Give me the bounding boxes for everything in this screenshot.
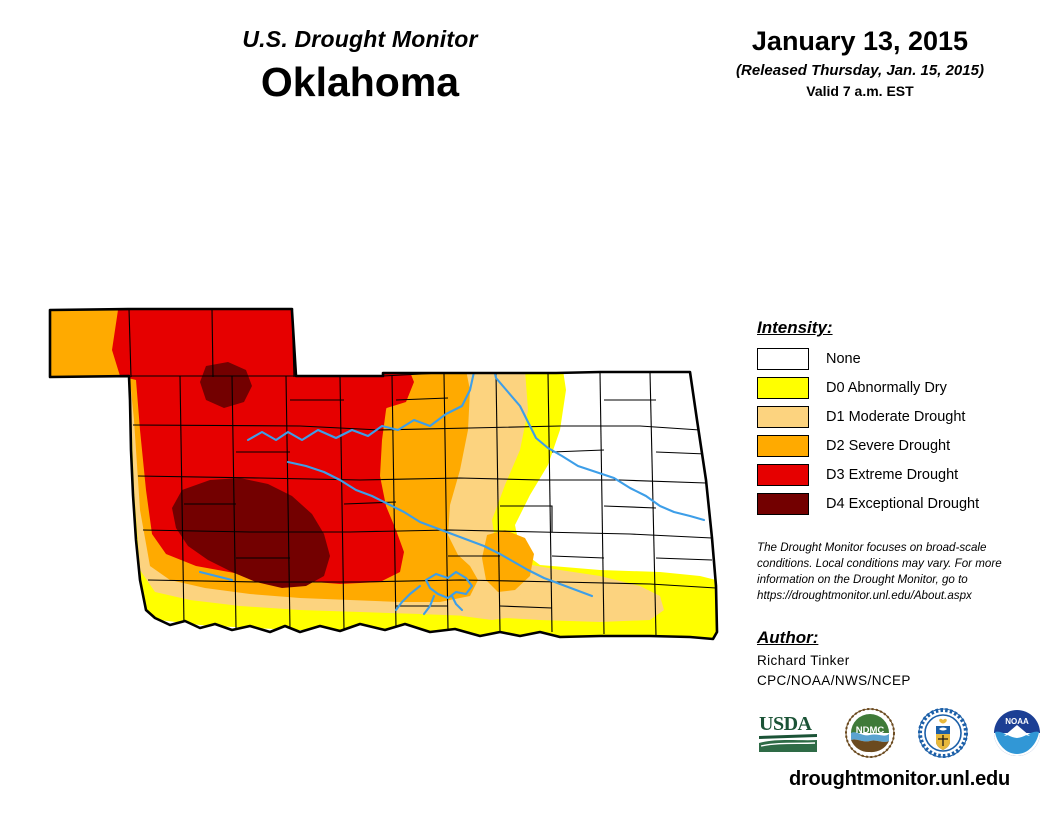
legend-label-d1: D1 Moderate Drought bbox=[826, 409, 966, 425]
disclaimer-text: The Drought Monitor focuses on broad-sca… bbox=[757, 541, 1002, 602]
legend-label-d0: D0 Abnormally Dry bbox=[826, 380, 947, 396]
svg-text:USDA: USDA bbox=[759, 713, 813, 735]
region-d3-island bbox=[346, 352, 414, 410]
author-block: Author: Richard Tinker CPC/NOAA/NWS/NCEP bbox=[757, 628, 1037, 688]
region-d1-south bbox=[450, 589, 528, 620]
legend-label-d3: D3 Extreme Drought bbox=[826, 467, 959, 483]
legend-swatch-d3 bbox=[757, 464, 809, 486]
logo-row: USDA NDMC bbox=[757, 703, 1042, 763]
author-title: Author: bbox=[757, 628, 819, 647]
valid-time: Valid 7 a.m. EST bbox=[806, 83, 914, 99]
state-title: Oklahoma bbox=[260, 59, 460, 105]
legend-item-d2: D2 Severe Drought bbox=[757, 434, 1037, 458]
author-affiliation: CPC/NOAA/NWS/NCEP bbox=[757, 673, 911, 688]
cpc-logo bbox=[918, 708, 969, 758]
legend-item-d3: D3 Extreme Drought bbox=[757, 463, 1037, 487]
legend-item-d1: D1 Moderate Drought bbox=[757, 405, 1037, 429]
legend-swatch-d1 bbox=[757, 406, 809, 428]
legend-label-none: None bbox=[826, 351, 861, 367]
texoma-arm-2 bbox=[450, 594, 464, 612]
legend-label-d4: D4 Exceptional Drought bbox=[826, 496, 980, 512]
region-d4-southwest bbox=[172, 478, 330, 588]
noaa-logo: NOAA bbox=[993, 710, 1040, 756]
red-river bbox=[198, 570, 234, 582]
region-d2-patch-nc bbox=[386, 420, 432, 476]
lake-texoma bbox=[424, 570, 474, 600]
texoma-arm-3 bbox=[422, 594, 436, 616]
ndmc-logo: NDMC bbox=[844, 708, 895, 758]
legend-swatch-none bbox=[757, 348, 809, 370]
legend-item-d0: D0 Abnormally Dry bbox=[757, 376, 1037, 400]
author-name: Richard Tinker bbox=[757, 653, 850, 668]
map-date: January 13, 2015 bbox=[751, 26, 969, 56]
title-block: U.S. Drought Monitor Oklahoma bbox=[150, 26, 570, 106]
usda-logo: USDA bbox=[759, 713, 817, 752]
canadian-river bbox=[286, 460, 594, 598]
legend-swatch-d0 bbox=[757, 377, 809, 399]
legend-title: Intensity: bbox=[757, 318, 833, 337]
map-svg bbox=[48, 307, 719, 641]
date-block: January 13, 2015 (Released Thursday, Jan… bbox=[700, 26, 1020, 99]
legend-swatch-d2 bbox=[757, 435, 809, 457]
legend-item-none: None bbox=[757, 347, 1037, 371]
region-d2-south bbox=[482, 530, 534, 592]
drought-fill-layer bbox=[50, 309, 717, 639]
legend-item-d4: D4 Exceptional Drought bbox=[757, 492, 1037, 516]
legend-swatch-d4 bbox=[757, 493, 809, 515]
site-url: droughtmonitor.unl.edu bbox=[788, 768, 1011, 790]
legend-label-d2: D2 Severe Drought bbox=[826, 438, 951, 454]
release-date: (Released Thursday, Jan. 15, 2015) bbox=[736, 62, 984, 79]
state-outline bbox=[48, 307, 719, 641]
svg-text:NDMC: NDMC bbox=[855, 725, 884, 736]
legend: Intensity: None D0 Abnormally Dry D1 Mod… bbox=[757, 318, 1037, 521]
program-title: U.S. Drought Monitor bbox=[242, 26, 478, 52]
svg-text:NOAA: NOAA bbox=[1005, 717, 1029, 726]
oklahoma-drought-map bbox=[0, 280, 740, 670]
texoma-arm-1 bbox=[394, 584, 422, 612]
